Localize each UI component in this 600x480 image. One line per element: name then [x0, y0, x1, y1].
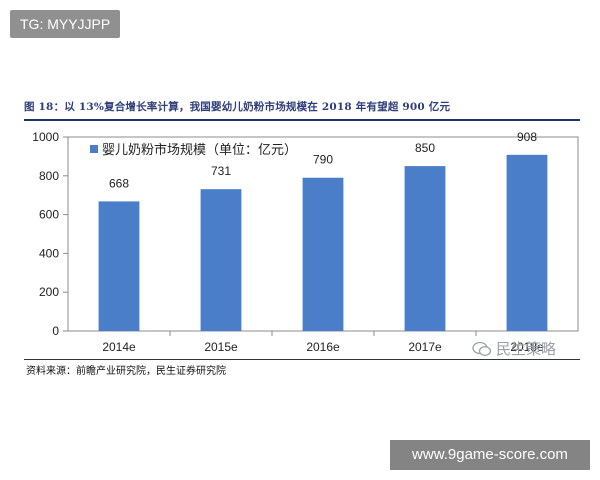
bar-2014e [98, 201, 140, 331]
y-tick-label: 1000 [32, 130, 59, 144]
bar-2015e [200, 189, 242, 331]
tg-watermark: TG: MYYJJPP [10, 10, 121, 38]
data-label: 790 [313, 153, 333, 167]
source-note: 资料来源：前瞻产业研究院，民生证券研究院 [26, 366, 226, 377]
y-tick-label: 400 [39, 246, 59, 260]
bar-2017e [404, 166, 446, 331]
title-rule [24, 119, 580, 121]
wechat-icon [472, 341, 492, 356]
bar-2018e [506, 154, 548, 331]
y-tick-label: 800 [39, 169, 59, 183]
site-watermark: www.9game-score.com [390, 440, 590, 470]
x-tick-label: 2018e [510, 340, 544, 354]
figure-title: 图 18：以 13%复合增长率计算，我国婴幼儿奶粉市场规模在 2018 年有望超… [24, 101, 451, 113]
source-rule [24, 359, 580, 360]
x-tick-label: 2017e [408, 340, 442, 354]
data-label: 731 [211, 164, 231, 178]
legend-label: 婴儿奶粉市场规模（单位：亿元） [102, 142, 297, 157]
y-tick-label: 600 [39, 208, 59, 222]
data-label: 850 [415, 141, 435, 155]
brand-watermark: 民生策略 [472, 338, 556, 359]
y-tick-label: 0 [52, 324, 59, 338]
legend-swatch [90, 145, 98, 153]
bar-2016e [302, 177, 344, 331]
y-tick-label: 200 [39, 285, 59, 299]
x-tick-label: 2014e [102, 340, 136, 354]
x-tick-label: 2015e [204, 340, 238, 354]
data-label: 668 [109, 176, 129, 190]
brand-watermark-text: 民生策略 [496, 340, 557, 358]
x-tick-label: 2016e [306, 340, 340, 354]
data-label: 908 [517, 130, 537, 144]
